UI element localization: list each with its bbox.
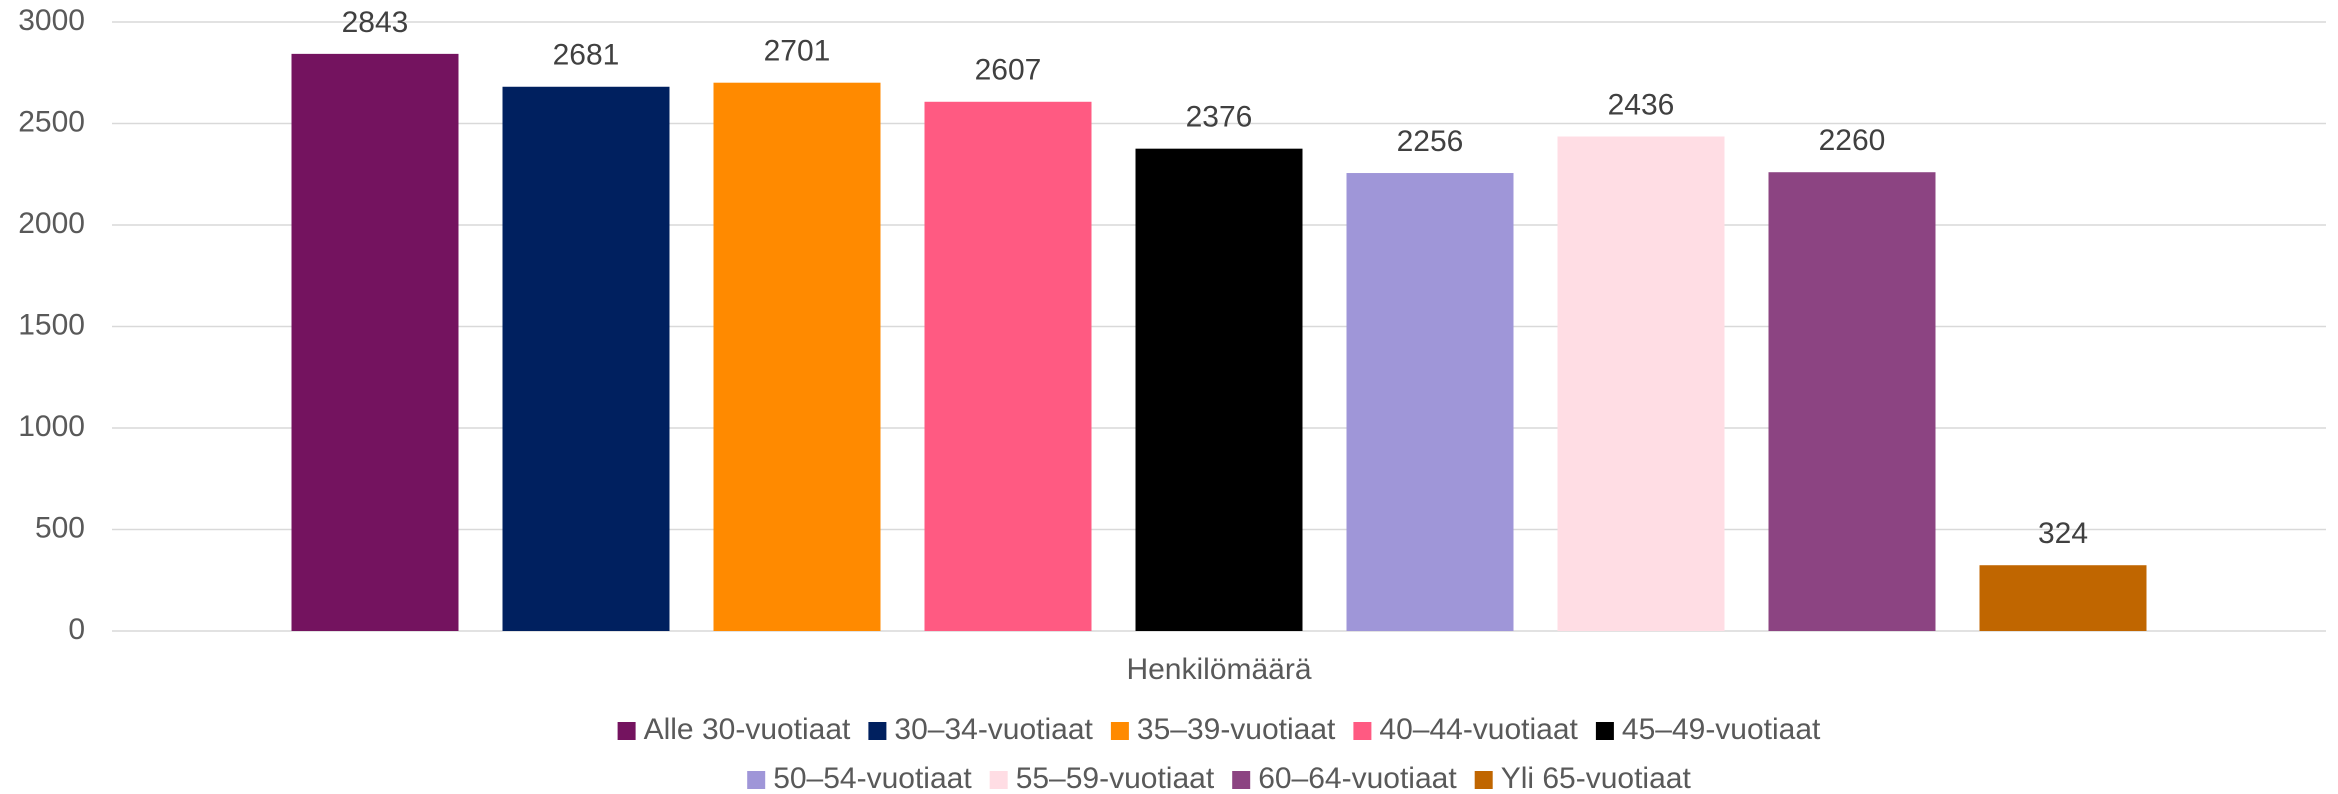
legend-label: 30–34-vuotiaat <box>894 713 1093 746</box>
data-label: 2701 <box>764 35 831 68</box>
legend-label: 50–54-vuotiaat <box>773 762 972 794</box>
legend-label: 35–39-vuotiaat <box>1137 713 1336 746</box>
legend-label: 55–59-vuotiaat <box>1016 762 1215 794</box>
y-tick-label: 1500 <box>18 308 85 341</box>
legend-swatch <box>1595 722 1614 740</box>
bar <box>1135 148 1303 631</box>
bar <box>502 86 670 631</box>
data-label: 2843 <box>342 6 409 39</box>
data-label: 2607 <box>975 54 1042 87</box>
legend-label: Alle 30-vuotiaat <box>644 713 851 746</box>
legend-label: 60–64-vuotiaat <box>1258 762 1457 794</box>
data-label: 2681 <box>553 39 620 72</box>
data-label: 2256 <box>1397 125 1464 158</box>
y-tick-label: 500 <box>35 511 85 544</box>
legend-swatch <box>868 722 887 740</box>
bar <box>713 82 881 631</box>
y-tick-label: 1000 <box>18 410 85 443</box>
y-tick-label: 3000 <box>18 4 85 37</box>
legend-swatch <box>1110 722 1129 740</box>
legend-swatch <box>1353 722 1372 740</box>
legend-swatch <box>1474 771 1493 789</box>
data-label: 2436 <box>1608 88 1675 121</box>
x-tick-label: Henkilömäärä <box>1126 653 1311 686</box>
legend-swatch <box>989 771 1008 789</box>
bar <box>291 53 459 632</box>
bar <box>1979 565 2147 631</box>
legend-swatch <box>747 771 766 789</box>
legend-label: Yli 65-vuotiaat <box>1501 762 1692 794</box>
y-tick-label: 2000 <box>18 207 85 240</box>
bar <box>1768 172 1936 631</box>
y-tick-label: 2500 <box>18 105 85 138</box>
legend-label: 40–44-vuotiaat <box>1379 713 1578 746</box>
data-label: 324 <box>2038 517 2088 550</box>
legend-swatch <box>1232 771 1251 789</box>
data-label: 2376 <box>1186 101 1253 134</box>
bar <box>1557 136 1725 631</box>
data-label: 2260 <box>1819 124 1886 157</box>
y-tick-label: 0 <box>68 613 85 646</box>
bar <box>924 101 1092 632</box>
bar <box>1346 173 1514 632</box>
legend-label: 45–49-vuotiaat <box>1622 713 1821 746</box>
legend-swatch <box>617 722 636 740</box>
